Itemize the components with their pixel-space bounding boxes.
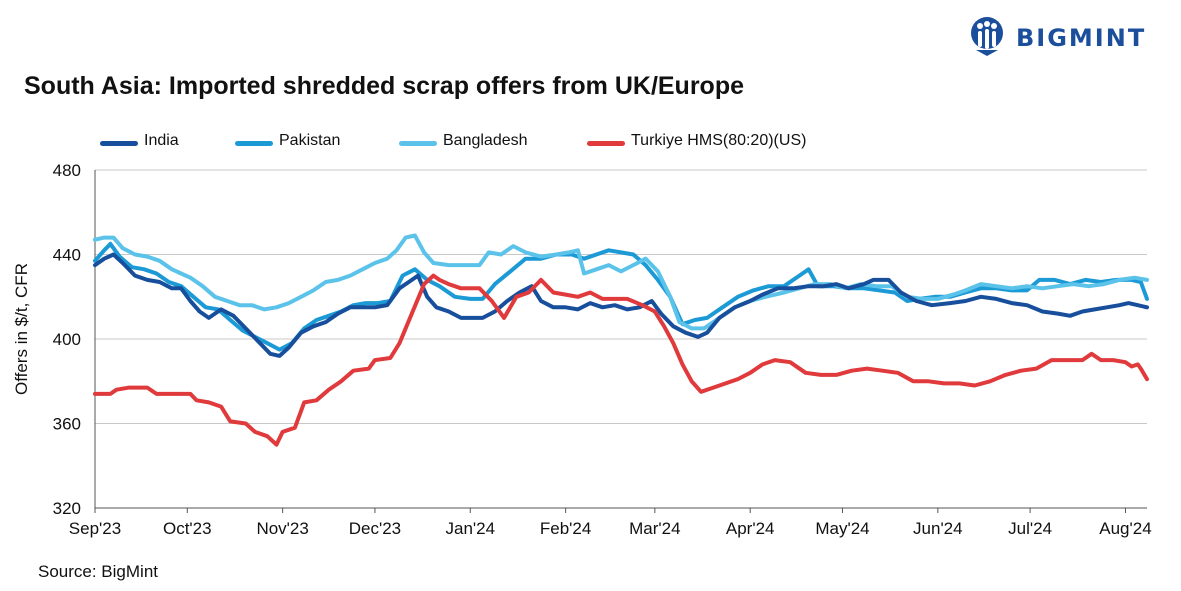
x-tick-label: Mar'24 [629,519,680,538]
x-tick-label: Feb'24 [540,519,591,538]
legend-swatch-bangladesh [399,141,437,146]
bigmint-logo-icon [971,17,1003,56]
x-tick-label: Sep'23 [69,519,121,538]
x-tick-label: Apr'24 [726,519,775,538]
series-line-bangladesh [93,233,1149,331]
x-tick-label: Jun'24 [913,519,963,538]
x-tick-label: Dec'23 [349,519,401,538]
y-tick-label-440: 440 [53,246,81,265]
x-tick-label: Nov'23 [256,519,308,538]
brand-name: BIGMINT [1016,24,1147,52]
chart-title: South Asia: Imported shredded scrap offe… [24,72,745,100]
series-line-turkiye [93,273,1149,447]
legend-swatch-india [100,141,138,146]
x-tick-label: Aug'24 [1099,519,1151,538]
legend-swatch-turkiye [587,141,625,146]
source-note: Source: BigMint [38,562,158,581]
legend-label-bangladesh: Bangladesh [443,132,528,149]
x-tick-label: Oct'23 [163,519,212,538]
y-tick-label-400: 400 [53,330,81,349]
legend-swatch-pakistan [235,141,273,146]
y-axis-label: Offers in $/t, CFR [12,263,31,395]
x-tick-label: Jan'24 [445,519,495,538]
y-tick-label-360: 360 [53,415,81,434]
legend-label-india: India [144,132,179,149]
series-line-india [93,252,1149,358]
y-tick-label-320: 320 [53,499,81,518]
x-tick-label: Jul'24 [1008,519,1052,538]
x-tick-label: May'24 [815,519,869,538]
legend-label-turkiye: Turkiye HMS(80:20)(US) [631,132,807,149]
y-tick-label-480: 480 [53,161,81,180]
brand-logo: BIGMINT [970,16,1165,60]
legend-label-pakistan: Pakistan [279,132,341,149]
